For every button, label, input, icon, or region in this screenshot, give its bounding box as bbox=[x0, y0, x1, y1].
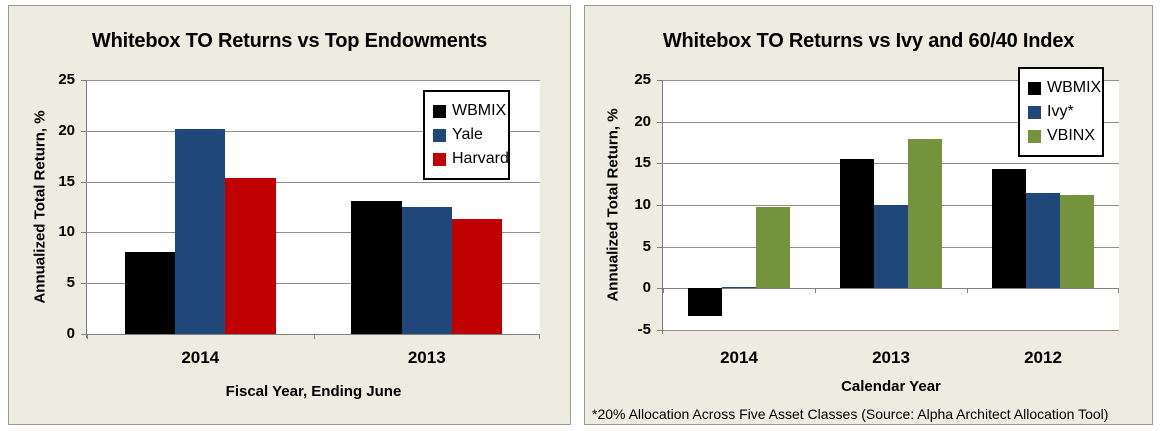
bar-VBINX-2012 bbox=[1059, 195, 1094, 289]
y-axis-ticks: 0 5 10 15 20 25 bbox=[9, 71, 87, 342]
x-axis-labels: 2014 2013 2012 bbox=[663, 348, 1119, 370]
legend-label: WBMIX bbox=[1047, 79, 1102, 96]
y-tick-mark bbox=[657, 205, 662, 206]
x-tick-mark bbox=[663, 288, 664, 294]
chart-title: Whitebox TO Returns vs Ivy and 60/40 Ind… bbox=[662, 30, 1075, 52]
y-tick-label: 15 bbox=[634, 154, 651, 172]
x-category-label: 2012 bbox=[1024, 348, 1062, 367]
y-tick-label: 5 bbox=[642, 237, 651, 255]
y-tick-label: 20 bbox=[58, 121, 75, 139]
y-tick-mark bbox=[81, 181, 86, 183]
gridline bbox=[87, 80, 540, 81]
gridline bbox=[663, 163, 1119, 165]
bar-Ivy-2014 bbox=[722, 286, 756, 289]
gridline bbox=[87, 181, 540, 183]
bar-WBMIX-2014 bbox=[124, 251, 176, 334]
x-category-label: 2013 bbox=[872, 348, 910, 367]
x-axis-labels: 2014 2013 bbox=[87, 348, 540, 370]
x-axis-title: Fiscal Year, Ending June bbox=[225, 383, 402, 400]
legend-label: Yale bbox=[452, 126, 483, 143]
legend-swatch-Yale bbox=[433, 128, 446, 142]
x-tick-mark bbox=[313, 334, 315, 339]
y-tick-mark bbox=[657, 330, 662, 331]
bar-VBINX-2013 bbox=[907, 139, 942, 289]
legend-item: WBMIX bbox=[1028, 76, 1101, 100]
bar-VBINX-2014 bbox=[755, 206, 790, 289]
y-tick-mark bbox=[657, 163, 662, 165]
gridline bbox=[87, 130, 540, 132]
x-tick-mark bbox=[967, 288, 968, 294]
bar-Ivy-2012 bbox=[1026, 192, 1060, 289]
legend-item: Harvard bbox=[433, 147, 509, 171]
chart-title: Whitebox TO Returns vs Top Endowments bbox=[91, 30, 488, 52]
bar-Ivy-2013 bbox=[874, 205, 908, 289]
gridline bbox=[87, 232, 540, 234]
y-tick-label: 10 bbox=[58, 223, 75, 241]
legend-swatch-WBMIX bbox=[1028, 81, 1041, 95]
y-tick-label: 25 bbox=[58, 71, 75, 89]
bar-Yale-2014 bbox=[175, 128, 226, 334]
gridline bbox=[87, 283, 540, 285]
bar-WBMIX-2012 bbox=[992, 169, 1027, 289]
legend-swatch-VBINX bbox=[1028, 129, 1041, 143]
y-tick-mark bbox=[657, 288, 662, 290]
legend-item: WBMIX bbox=[433, 99, 506, 123]
gridline bbox=[663, 330, 1119, 331]
legend-label: WBMIX bbox=[452, 102, 507, 119]
legend-item: Yale bbox=[433, 123, 501, 147]
endowments-chart-panel: Whitebox TO Returns vs Top Endowments An… bbox=[8, 5, 571, 425]
gridline bbox=[663, 121, 1119, 123]
y-tick-mark bbox=[657, 80, 662, 81]
y-axis-ticks: -5 0 5 10 15 20 25 bbox=[585, 71, 663, 338]
bar-WBMIX-2013 bbox=[351, 200, 402, 334]
y-tick-mark bbox=[81, 334, 86, 335]
legend-label: Harvard bbox=[452, 150, 509, 167]
y-tick-mark bbox=[81, 283, 86, 285]
legend-label: VBINX bbox=[1047, 127, 1096, 144]
legend-item: VBINX bbox=[1028, 124, 1095, 148]
y-tick-label: 15 bbox=[58, 172, 75, 190]
legend-label: Ivy* bbox=[1047, 103, 1074, 120]
y-tick-mark bbox=[81, 80, 86, 81]
y-tick-label: 0 bbox=[642, 279, 651, 297]
bar-Harvard-2013 bbox=[451, 219, 503, 334]
y-tick-mark bbox=[81, 130, 86, 132]
y-tick-mark bbox=[81, 232, 86, 234]
y-tick-label: 5 bbox=[66, 274, 75, 292]
legend: WBMIX Ivy* VBINX bbox=[1018, 67, 1104, 157]
x-tick-mark bbox=[87, 334, 88, 339]
y-tick-mark bbox=[657, 121, 662, 123]
x-tick-mark bbox=[815, 288, 816, 294]
x-category-label: 2014 bbox=[720, 348, 758, 367]
x-category-label: 2013 bbox=[407, 348, 446, 367]
x-category-label: 2014 bbox=[181, 348, 220, 367]
ivy-6040-chart-panel: Whitebox TO Returns vs Ivy and 60/40 Ind… bbox=[584, 5, 1153, 425]
x-tick-mark bbox=[1118, 288, 1119, 294]
x-tick-mark bbox=[539, 334, 540, 339]
bar-WBMIX-2014 bbox=[688, 288, 723, 316]
y-axis-line bbox=[86, 80, 87, 338]
y-axis-line bbox=[662, 80, 663, 334]
y-tick-label: -5 bbox=[637, 321, 651, 339]
y-tick-mark bbox=[657, 246, 662, 248]
zero-axis-line bbox=[663, 288, 1119, 290]
footnote: *20% Allocation Across Five Asset Classe… bbox=[592, 406, 1109, 422]
legend-swatch-WBMIX bbox=[433, 104, 446, 118]
y-tick-label: 25 bbox=[634, 71, 651, 89]
legend-swatch-Ivy bbox=[1028, 105, 1041, 119]
bar-Yale-2013 bbox=[401, 207, 452, 334]
bar-WBMIX-2013 bbox=[840, 159, 875, 289]
legend: WBMIX Yale Harvard bbox=[423, 90, 510, 180]
gridline bbox=[663, 80, 1119, 81]
bar-Harvard-2014 bbox=[225, 177, 276, 334]
legend-swatch-Harvard bbox=[433, 152, 446, 166]
y-tick-label: 0 bbox=[66, 325, 75, 343]
y-tick-label: 10 bbox=[634, 196, 651, 214]
y-tick-label: 20 bbox=[634, 112, 651, 130]
x-axis-title: Calendar Year bbox=[841, 378, 941, 395]
legend-item: Ivy* bbox=[1028, 100, 1095, 124]
